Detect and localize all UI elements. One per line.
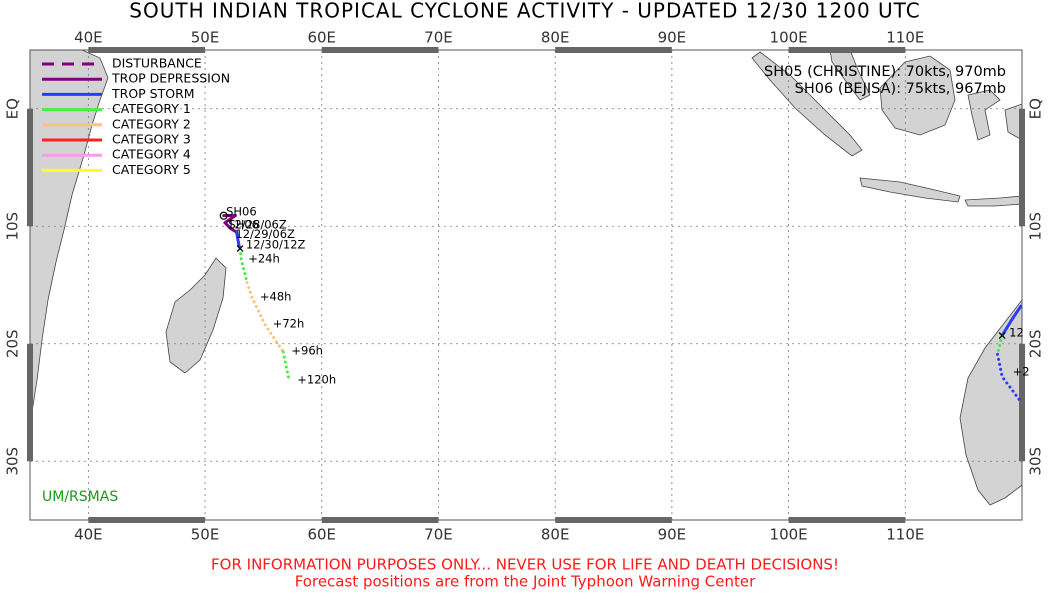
title: SOUTH INDIAN TROPICAL CYCLONE ACTIVITY -…	[129, 0, 920, 23]
lon-label: 100E	[770, 526, 808, 544]
legend-label: CATEGORY 2	[112, 116, 191, 131]
legend-label: CATEGORY 5	[112, 162, 191, 177]
timor-islands	[964, 195, 1022, 207]
map-frame	[29, 49, 1023, 521]
start-marker	[219, 211, 228, 220]
lon-label: 40E	[74, 29, 103, 47]
frame-block	[88, 517, 206, 523]
legend-label: CATEGORY 3	[112, 132, 191, 147]
frame-block	[1019, 343, 1025, 462]
lat-label: 10S	[1027, 212, 1045, 241]
track-segment	[1000, 304, 1022, 338]
frame-block	[88, 47, 206, 53]
lat-label: 20S	[4, 329, 22, 358]
footer-warning: FOR INFORMATION PURPOSES ONLY... NEVER U…	[211, 556, 839, 574]
legend-label: CATEGORY 4	[112, 147, 191, 162]
lon-label: 90E	[658, 29, 687, 47]
frame-block	[27, 108, 33, 227]
lon-label: 50E	[191, 29, 220, 47]
footer-source: Forecast positions are from the Joint Ty…	[295, 573, 756, 591]
track-segment	[222, 214, 239, 234]
malaya	[829, 50, 871, 101]
lon-label: 110E	[886, 29, 924, 47]
track-label: 12/30/12Z	[246, 238, 306, 252]
track-segment	[995, 352, 1022, 402]
lon-label: 50E	[191, 526, 220, 544]
lon-label: 80E	[541, 526, 570, 544]
new-guinea	[1004, 103, 1022, 141]
lon-label: 80E	[541, 29, 570, 47]
lon-label: 40E	[74, 526, 103, 544]
frame-block	[555, 517, 672, 523]
frame-block	[321, 47, 439, 53]
lat-label: 20S	[1027, 329, 1045, 358]
track-segment	[995, 334, 1004, 356]
track-label: +24h	[248, 252, 280, 266]
track-label: +48h	[260, 289, 292, 303]
java	[859, 177, 961, 203]
track-segment	[281, 350, 291, 382]
track-label: 12/29/06Z	[235, 227, 295, 241]
lat-label: EQ	[1027, 98, 1045, 119]
lon-label: 100E	[770, 29, 808, 47]
lat-label: 30S	[1027, 447, 1045, 476]
lon-label: 90E	[658, 526, 687, 544]
track-label: SH06	[226, 205, 257, 219]
storm-info: SH05 (CHRISTINE): 70kts, 970mb	[764, 64, 1006, 80]
lon-label: 110E	[886, 526, 924, 544]
borneo	[879, 55, 956, 136]
frame-block	[788, 517, 906, 523]
lat-label: 10S	[4, 212, 22, 241]
legend-label: DISTURBANCE	[112, 56, 202, 71]
lat-label: EQ	[4, 98, 22, 119]
track-label: 12	[1009, 326, 1024, 340]
track-segment	[238, 247, 249, 285]
lat-label: 30S	[4, 447, 22, 476]
frame-block	[1019, 108, 1025, 227]
track-label: +72h	[273, 316, 305, 330]
track-label: +120h	[297, 373, 336, 387]
track-segment	[245, 281, 285, 354]
frame-block	[321, 517, 439, 523]
legend-label: CATEGORY 1	[112, 101, 191, 116]
current-marker	[998, 332, 1006, 339]
lon-label: 70E	[424, 29, 453, 47]
track-label: +96h	[291, 343, 323, 357]
africa	[30, 50, 109, 413]
track-label: +2	[1013, 364, 1030, 378]
legend-label: TROP STORM	[111, 86, 195, 101]
sulawesi	[967, 89, 1001, 141]
current-marker	[236, 245, 244, 253]
sumatra	[751, 51, 863, 157]
lon-label: 60E	[307, 29, 336, 47]
frame-block	[555, 47, 672, 53]
tracks	[219, 211, 1022, 402]
frame-block	[788, 47, 906, 53]
lon-label: 60E	[307, 526, 336, 544]
frame-block	[27, 343, 33, 462]
track-label: 12/28/06Z	[227, 218, 287, 232]
credit: UM/RSMAS	[42, 489, 118, 505]
lon-label: 70E	[424, 526, 453, 544]
track-label: SH06	[228, 218, 259, 232]
storm-info: SH06 (BEJISA): 75kts, 967mb	[795, 81, 1006, 97]
legend-label: TROP DEPRESSION	[111, 71, 230, 86]
madagascar	[165, 257, 227, 374]
australia	[959, 299, 1022, 506]
